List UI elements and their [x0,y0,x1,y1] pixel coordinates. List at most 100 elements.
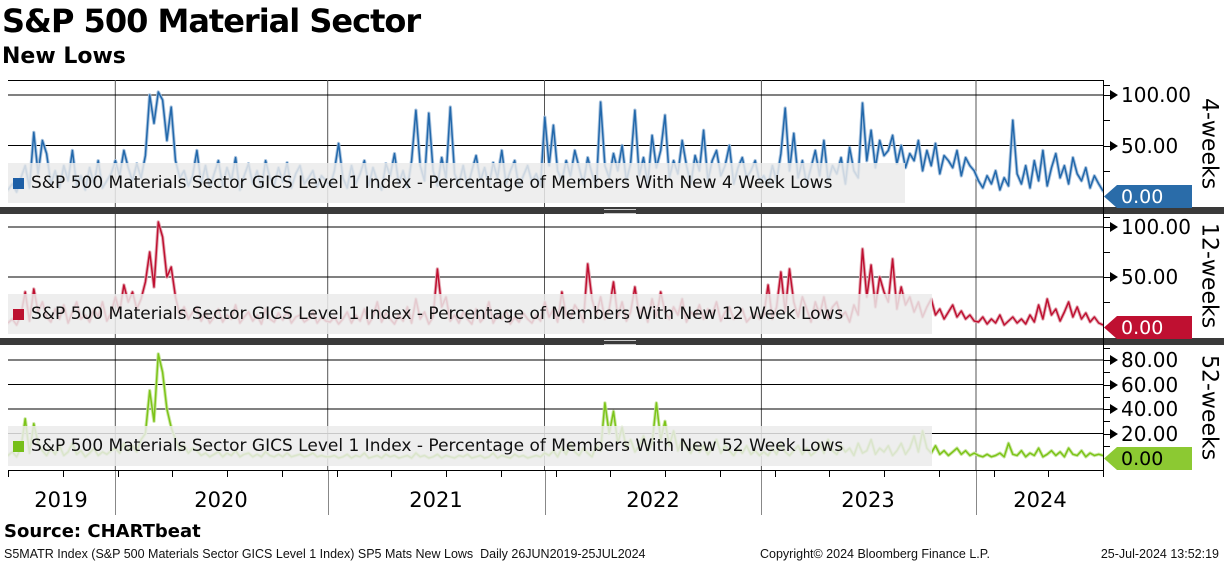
legend-swatch-icon [13,177,24,189]
y-axis-tick [1104,85,1110,86]
y-axis-tick [1104,146,1114,147]
last-value-tag-4-weeks: 0.00 [1104,185,1192,208]
y-axis-tick-label: 100.00 [1121,83,1191,107]
y-axis-tick-arrow-icon [1110,222,1118,232]
panel-side-label-12-weeks: 12-weeks [1194,214,1224,338]
y-axis-tick [1104,434,1114,435]
y-axis-tick [1104,348,1110,349]
panel-resize-grip[interactable] [604,340,636,345]
y-axis-tick [1104,385,1114,386]
y-axis-tick-arrow-icon [1110,272,1118,282]
y-axis-tick-label: 40.00 [1121,397,1179,421]
footer-timestamp: 25-Jul-2024 13:52:19 [1100,547,1219,561]
legend-swatch-icon [13,440,24,452]
footer-bar: S5MATR Index (S&P 500 Materials Sector G… [0,547,1224,565]
x-axis-tick [446,471,447,477]
chart-panel-52-weeks[interactable]: S&P 500 Materials Sector GICS Level 1 In… [8,345,1103,470]
y-axis-line [1103,80,1104,471]
legend-4-weeks: S&P 500 Materials Sector GICS Level 1 In… [8,163,905,203]
y-axis-tick [1104,120,1110,121]
x-axis-tick [8,471,9,477]
y-axis-tick-arrow-icon [1110,141,1118,151]
footer-copyright: Copyright© 2024 Bloomberg Finance L.P. [760,547,990,561]
legend-label: S&P 500 Materials Sector GICS Level 1 In… [31,436,844,456]
y-axis-tick [1104,360,1114,361]
source-line: Source: CHARTbeat [4,521,201,542]
y-axis-tick [1104,252,1110,253]
legend-swatch-icon [13,308,24,320]
y-axis-tick-label: 100.00 [1121,215,1191,239]
x-axis-year-label: 2022 [626,488,680,512]
footer-ticker-description: S5MATR Index (S&P 500 Materials Sector G… [4,547,646,561]
legend-label: S&P 500 Materials Sector GICS Level 1 In… [31,304,844,324]
x-axis-tick [282,471,283,477]
x-axis-tick [610,471,611,477]
x-axis-tick [1048,471,1049,477]
x-axis-year-label: 2024 [1013,488,1067,512]
y-axis-tick [1104,409,1114,410]
x-axis-tick [556,471,557,477]
year-boundary-line [761,471,762,515]
y-axis-tick-arrow-icon [1110,429,1118,439]
x-axis-tick [501,471,502,477]
page-subtitle: New Lows [2,44,126,69]
side-label-text: 52-weeks [1196,354,1222,461]
x-axis-tick [994,471,995,477]
legend-label: S&P 500 Materials Sector GICS Level 1 In… [31,173,833,193]
x-axis-year-label: 2021 [409,488,463,512]
panel-side-label-4-weeks: 4-weeks [1194,80,1224,207]
y-axis-tick [1104,227,1114,228]
y-axis-tick-arrow-icon [1110,90,1118,100]
y-axis-tick [1104,421,1110,422]
x-axis-year-label: 2023 [841,488,895,512]
last-value-tag-12-weeks: 0.00 [1104,316,1192,339]
side-label-text: 12-weeks [1196,223,1222,329]
y-axis-tick-label: 50.00 [1121,134,1179,158]
y-axis-tick [1104,277,1114,278]
panel-divider [0,207,1224,214]
y-axis-tick [1104,302,1110,303]
page-title: S&P 500 Material Sector [2,2,421,40]
last-value-tag-52-weeks: 0.00 [1104,447,1192,470]
x-axis-tick [63,471,64,477]
x-axis-tick [884,471,885,477]
panel-divider [0,338,1224,345]
y-axis-tick [1104,95,1114,96]
y-axis-tick-label: 80.00 [1121,348,1179,372]
y-axis-tick [1104,446,1110,447]
y-axis-tick-label: 60.00 [1121,373,1179,397]
panel-resize-grip[interactable] [604,209,636,214]
y-axis-tick-arrow-icon [1110,404,1118,414]
x-axis-tick [829,471,830,477]
year-boundary-line [115,471,116,515]
chart-panel-12-weeks[interactable]: S&P 500 Materials Sector GICS Level 1 In… [8,214,1103,338]
side-label-text: 4-weeks [1196,97,1222,190]
x-axis-year-label: 2020 [194,488,248,512]
x-axis-year-label: 2019 [34,488,88,512]
x-axis-tick [118,471,119,477]
chart-top-border [8,80,1103,81]
y-axis-tick-arrow-icon [1110,380,1118,390]
y-axis-tick [1104,171,1110,172]
x-axis-tick [227,471,228,477]
x-axis-tick [391,471,392,477]
y-axis-tick [1104,397,1110,398]
x-axis-tick [775,471,776,477]
year-boundary-line [545,471,546,515]
y-axis-tick-label: 20.00 [1121,422,1179,446]
chart-panel-4-weeks[interactable]: S&P 500 Materials Sector GICS Level 1 In… [8,80,1103,207]
x-axis-tick [720,471,721,477]
x-axis-tick [337,471,338,477]
y-axis-tick [1104,372,1110,373]
legend-52-weeks: S&P 500 Materials Sector GICS Level 1 In… [8,426,932,466]
x-axis-tick [1103,471,1104,477]
y-axis-tick-arrow-icon [1110,355,1118,365]
x-axis-tick [665,471,666,477]
year-boundary-line [976,471,977,515]
legend-12-weeks: S&P 500 Materials Sector GICS Level 1 In… [8,294,932,334]
x-axis-line [8,470,1104,471]
year-boundary-line [328,471,329,515]
y-axis-tick-label: 50.00 [1121,265,1179,289]
x-axis-tick [939,471,940,477]
x-axis-tick [172,471,173,477]
